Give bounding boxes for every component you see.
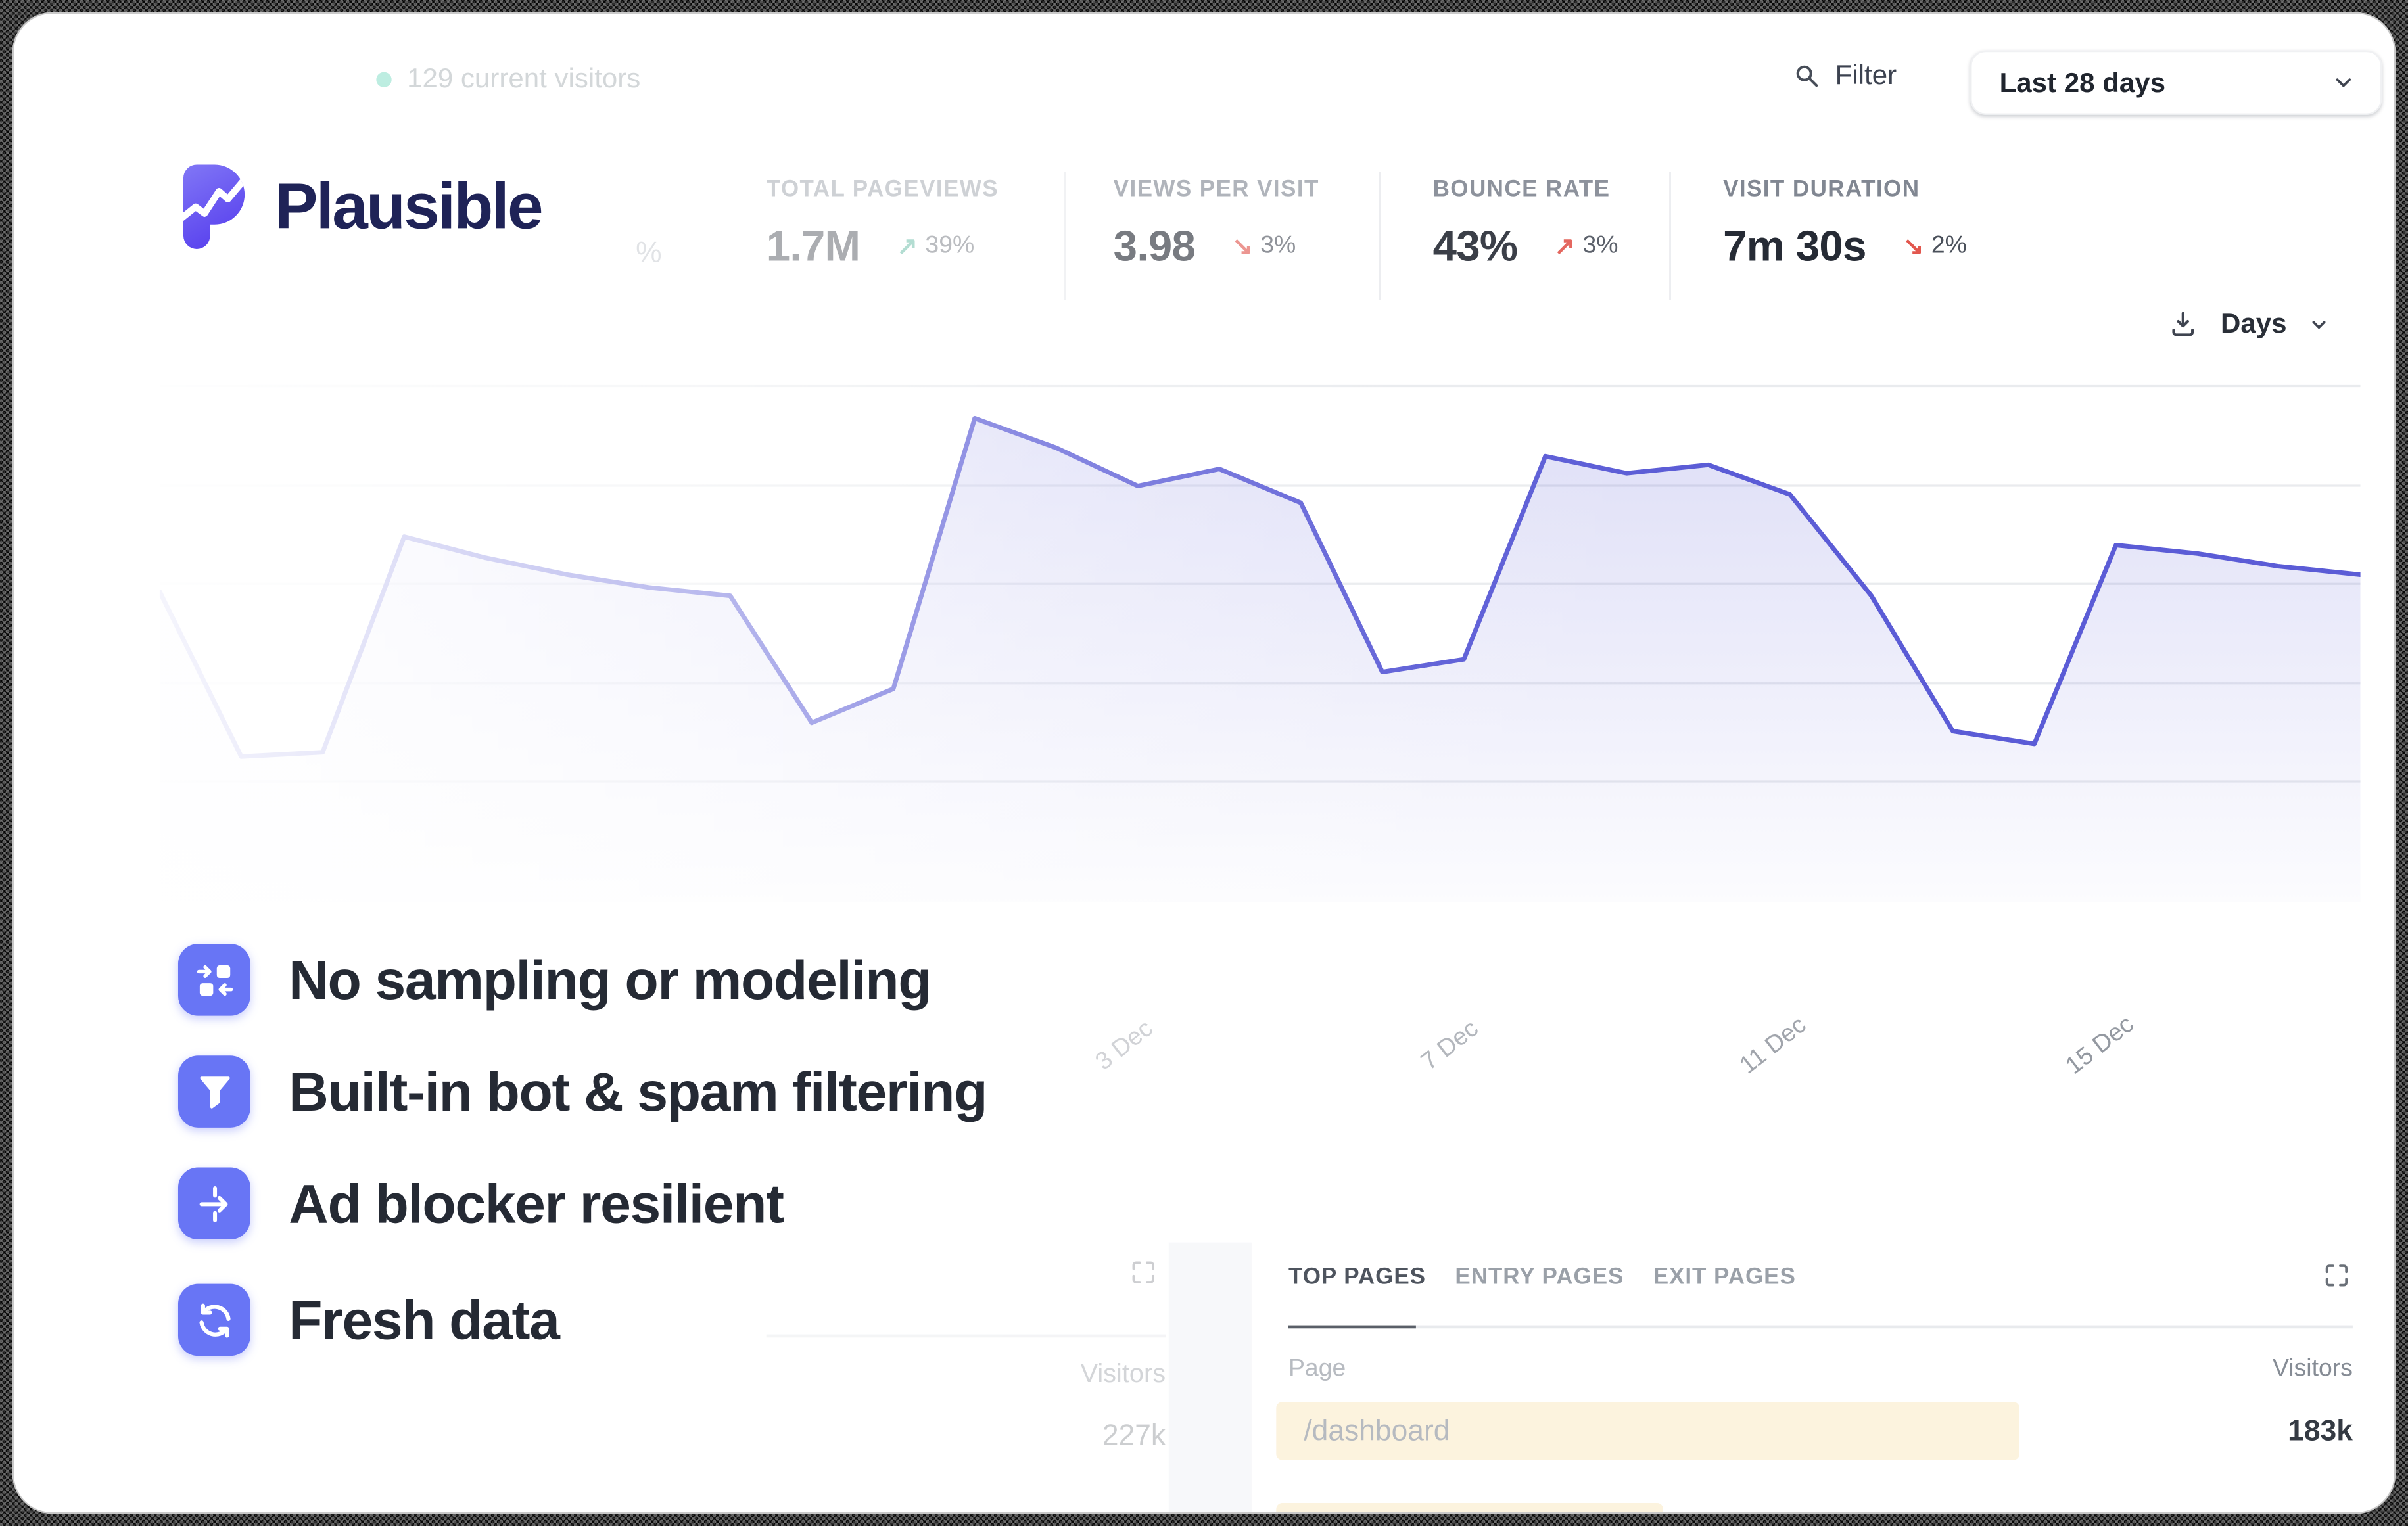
feature-label: Fresh data [289, 1287, 560, 1351]
dashboard-card: 129 current visitors Filter Last 28 days [12, 12, 2396, 1514]
x-tick-label: 7 Dec [1417, 1015, 1484, 1076]
visitors-column-header: Visitors [2273, 1356, 2353, 1382]
date-range-value: Last 28 days [1999, 66, 2166, 98]
feature-label: No sampling or modeling [289, 947, 932, 1011]
stat-divider [1064, 172, 1066, 300]
x-tick-label: 3 Dec [1091, 1015, 1158, 1076]
panel-gutter [1168, 1242, 1252, 1513]
interval-control: Days [2167, 308, 2330, 340]
feature-item: Built-in bot & spam filtering [177, 1055, 988, 1128]
download-icon[interactable] [2167, 308, 2199, 340]
visitors-column-header: Visitors [1080, 1358, 1166, 1389]
trend-up-icon: ↗ [1554, 234, 1575, 261]
usage-bar [1276, 1402, 2019, 1460]
stat-label: VIEWS PER VISIT [1113, 176, 1319, 202]
stat-total-pageviews[interactable]: TOTAL PAGEVIEWS 1.7M ↗ 39% [767, 176, 999, 271]
table-row[interactable]: /dashboard 183k [1276, 1402, 2353, 1460]
trend-down-icon: ↘ [1232, 234, 1253, 261]
expand-icon[interactable] [2322, 1261, 2351, 1290]
visitors-count: 183k [2288, 1416, 2353, 1448]
tab-exit-pages[interactable]: EXIT PAGES [1653, 1264, 1796, 1290]
stat-label: TOTAL PAGEVIEWS [766, 176, 999, 202]
live-dot-icon [376, 71, 392, 87]
tab-entry-pages[interactable]: ENTRY PAGES [1455, 1264, 1624, 1290]
current-visitors[interactable]: 129 current visitors [376, 63, 640, 95]
funnel-icon [177, 1055, 250, 1128]
bypass-arrow-icon [177, 1167, 250, 1240]
feature-item: Fresh data [177, 1283, 560, 1356]
table-row-clipped [1276, 1503, 2353, 1513]
stat-change: ↗ 3% [1554, 231, 1618, 262]
stat-views-per-visit[interactable]: VIEWS PER VISIT 3.98 ↘ 3% [1114, 176, 1319, 271]
interval-select[interactable]: Days [2221, 308, 2287, 339]
plausible-brand: Plausible [178, 162, 544, 251]
stat-change: ↘ 3% [1232, 231, 1296, 262]
stat-label: VISIT DURATION [1723, 176, 1920, 202]
page-column-header: Page [1288, 1356, 1346, 1382]
tabs-divider [1288, 1325, 2353, 1329]
usage-bar [1276, 1503, 1664, 1513]
trend-up-icon: ↗ [897, 234, 918, 261]
current-visitors-label: 129 current visitors [407, 62, 641, 94]
feature-label: Built-in bot & spam filtering [289, 1059, 987, 1122]
refresh-icon [177, 1283, 250, 1356]
filter-label: Filter [1835, 59, 1897, 91]
panel-divider [766, 1334, 1166, 1338]
stat-label: BOUNCE RATE [1432, 176, 1611, 202]
pages-tabs: TOP PAGES ENTRY PAGES EXIT PAGES [1288, 1264, 1796, 1290]
stat-divider [1379, 172, 1381, 300]
stat-bounce-rate[interactable]: BOUNCE RATE 43% ↗ 3% [1433, 176, 1618, 271]
compress-arrows-icon [177, 944, 250, 1016]
stat-value: 7m 30s [1723, 222, 1866, 270]
chevron-down-icon[interactable] [2308, 313, 2330, 335]
stat-value: 3.98 [1113, 222, 1196, 270]
percent-toggle[interactable]: % [636, 237, 662, 270]
date-range-select[interactable]: Last 28 days [1970, 50, 2382, 115]
feature-item: Ad blocker resilient [177, 1167, 784, 1240]
tab-top-pages[interactable]: TOP PAGES [1288, 1264, 1426, 1290]
trend-down-icon: ↘ [1902, 234, 1924, 261]
top-pages-panel: TOP PAGES ENTRY PAGES EXIT PAGES Page Visi… [1252, 1239, 2379, 1513]
stat-divider [1669, 172, 1671, 300]
stat-change: ↘ 2% [1903, 231, 1967, 262]
feature-label: Ad blocker resilient [289, 1171, 784, 1234]
sources-panel-faded: Visitors 227k [674, 1239, 1169, 1512]
chart-canvas [159, 384, 2361, 903]
plausible-wordmark: Plausible [275, 170, 543, 243]
feature-item: No sampling or modeling [177, 944, 932, 1016]
expand-icon[interactable] [1129, 1258, 1158, 1287]
x-tick-label: 11 Dec [1735, 1012, 1812, 1080]
stat-change: ↗ 39% [897, 231, 974, 262]
stat-value: 1.7M [766, 222, 861, 270]
visitors-value: 227k [1102, 1420, 1166, 1453]
filter-button[interactable]: Filter [1792, 60, 1897, 92]
stat-visit-duration[interactable]: VISIT DURATION 7m 30s ↘ 2% [1723, 176, 1967, 271]
active-tab-underline [1288, 1325, 1416, 1329]
search-icon [1792, 61, 1821, 90]
page-path[interactable]: /dashboard [1304, 1416, 1450, 1448]
stat-value: 43% [1432, 222, 1519, 270]
chevron-down-icon [2331, 70, 2355, 95]
x-tick-label: 15 Dec [2061, 1011, 2139, 1080]
chart-area-fill [159, 418, 2361, 903]
plausible-logo-icon [178, 162, 248, 251]
